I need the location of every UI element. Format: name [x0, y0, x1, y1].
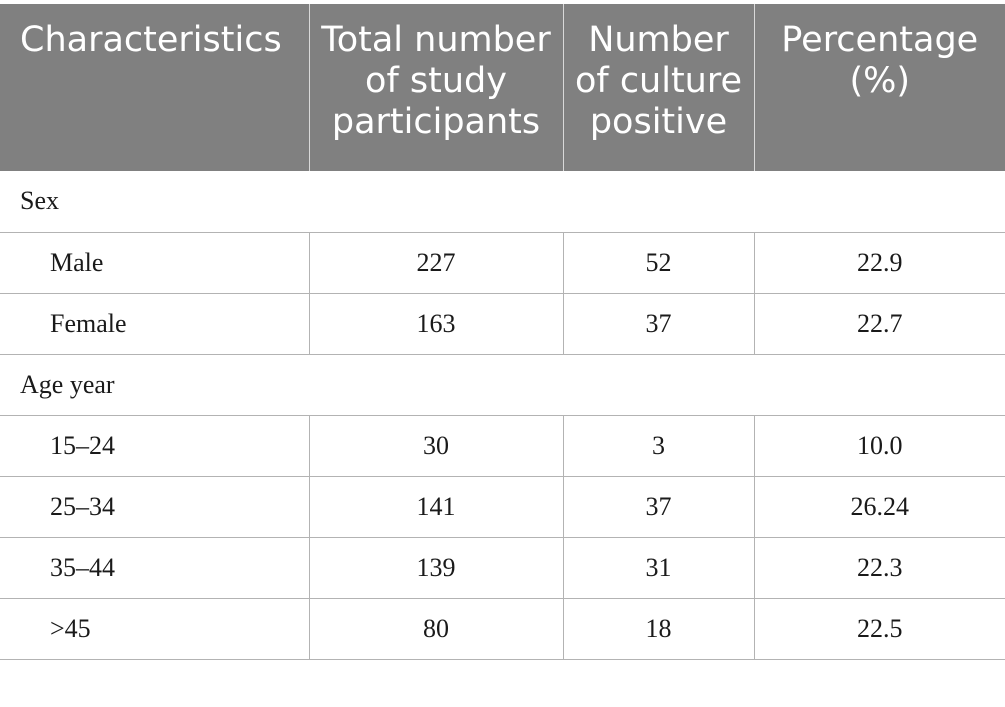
positive-cell: 37 [563, 476, 755, 538]
total-cell: 141 [309, 476, 564, 538]
group-row-age: Age year [0, 354, 1005, 416]
row-label: >45 [0, 598, 310, 660]
header-row: Characteristics Total number of study pa… [0, 4, 1005, 171]
table-row: 15–24 30 3 10.0 [0, 415, 1005, 477]
percentage-cell: 22.5 [754, 598, 1005, 660]
positive-cell: 18 [563, 598, 755, 660]
table-row: Male 227 52 22.9 [0, 232, 1005, 294]
total-cell: 30 [309, 415, 564, 477]
percentage-cell: 22.7 [754, 293, 1005, 355]
total-cell: 227 [309, 232, 564, 294]
table-body: Sex Male 227 52 22.9 Female 163 37 22.7 … [0, 171, 1005, 660]
row-label: Male [0, 232, 310, 294]
percentage-cell: 26.24 [754, 476, 1005, 538]
row-label: 25–34 [0, 476, 310, 538]
table-row: 35–44 139 31 22.3 [0, 537, 1005, 599]
group-title: Sex [0, 171, 1005, 233]
header-culture-positive: Number of culture positive [563, 4, 755, 171]
group-title: Age year [0, 354, 1005, 416]
row-label: 35–44 [0, 537, 310, 599]
table-row: 25–34 141 37 26.24 [0, 476, 1005, 538]
positive-cell: 3 [563, 415, 755, 477]
characteristics-table: Characteristics Total number of study pa… [0, 4, 1005, 660]
percentage-cell: 10.0 [754, 415, 1005, 477]
header-percentage: Percentage (%) [754, 4, 1005, 171]
row-label: 15–24 [0, 415, 310, 477]
positive-cell: 37 [563, 293, 755, 355]
percentage-cell: 22.9 [754, 232, 1005, 294]
header-characteristics: Characteristics [0, 4, 310, 171]
total-cell: 80 [309, 598, 564, 660]
positive-cell: 52 [563, 232, 755, 294]
positive-cell: 31 [563, 537, 755, 599]
header-total-participants: Total number of study participants [309, 4, 564, 171]
table-header: Characteristics Total number of study pa… [0, 4, 1005, 171]
row-label: Female [0, 293, 310, 355]
percentage-cell: 22.3 [754, 537, 1005, 599]
table-row: Female 163 37 22.7 [0, 293, 1005, 355]
table-row: >45 80 18 22.5 [0, 598, 1005, 660]
total-cell: 163 [309, 293, 564, 355]
total-cell: 139 [309, 537, 564, 599]
group-row-sex: Sex [0, 171, 1005, 233]
